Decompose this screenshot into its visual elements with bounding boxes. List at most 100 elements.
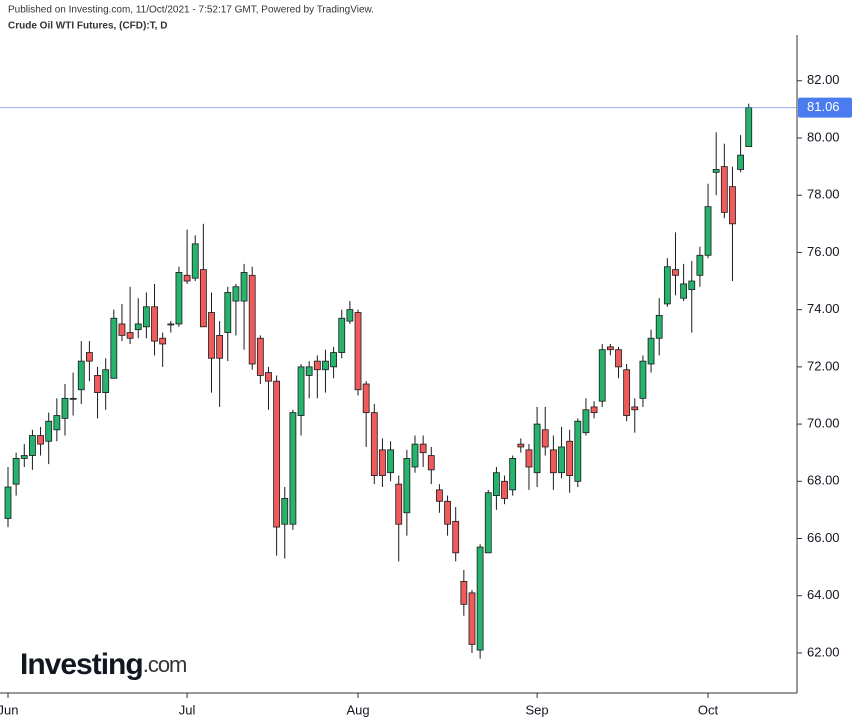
x-tick-label: Aug [346, 702, 369, 717]
candle-body [29, 435, 36, 456]
candle-body [232, 286, 240, 302]
candle-body [61, 397, 69, 419]
x-tick-label: Sep [526, 702, 549, 717]
x-tick-label: Jun [0, 702, 18, 717]
brand-logo: Investing.com [20, 648, 186, 681]
candle-body [313, 360, 321, 371]
candle-body [216, 334, 224, 359]
candle-body [720, 166, 728, 213]
candle-body [273, 380, 281, 528]
candle-body [680, 283, 688, 299]
candle-body [403, 458, 411, 514]
candle-body [623, 369, 631, 416]
candle-body [558, 446, 565, 474]
candle-body [460, 581, 468, 605]
candle-body [370, 412, 378, 476]
candle-body [411, 443, 419, 468]
candle-body [688, 280, 696, 291]
candle-body [297, 366, 305, 416]
candle-body [663, 266, 671, 305]
chart-title: Crude Oil WTI Futures, (CFD):T, D [8, 21, 167, 32]
candle-body [338, 317, 346, 353]
candle-body [729, 186, 736, 225]
y-tick-label: 72.00 [807, 358, 840, 373]
brand: Investing [20, 648, 143, 681]
candle-body [45, 420, 53, 442]
candle-body [86, 352, 93, 362]
y-tick-label: 64.00 [807, 587, 840, 602]
candle-body [647, 337, 655, 365]
candle-body [525, 449, 533, 468]
candle-body [631, 406, 639, 411]
candle-body [672, 269, 679, 276]
candle-body [4, 486, 12, 519]
candle-body [118, 323, 126, 336]
candle-body [199, 269, 207, 328]
candle-body [476, 546, 484, 651]
y-tick-label: 74.00 [807, 301, 840, 316]
candle-body [281, 498, 289, 525]
candle-body [20, 455, 28, 459]
candle-body [712, 169, 720, 173]
candle-body [94, 375, 101, 394]
candle-body [12, 458, 20, 485]
candle-body [167, 323, 175, 326]
candle-body [484, 492, 492, 554]
candle-body [69, 397, 77, 400]
candle-body [289, 412, 297, 525]
candle-body [419, 443, 427, 454]
candle-body [208, 312, 215, 359]
candle-body [639, 360, 647, 399]
candle-body [615, 349, 622, 368]
candle-body [549, 449, 557, 474]
candle-body [501, 480, 508, 499]
candle-body [745, 107, 753, 147]
candle-body [151, 306, 158, 342]
candle-body [240, 272, 248, 302]
candle-body [183, 274, 191, 282]
candle-body [436, 489, 443, 502]
candle-body [704, 206, 712, 256]
candle-body [574, 420, 582, 482]
candle-body [444, 500, 451, 525]
candle-body [362, 383, 370, 414]
candle-body [452, 520, 460, 554]
candle-body [655, 314, 663, 339]
candle-body [582, 409, 590, 434]
candle-body [541, 429, 549, 448]
candle-body [566, 440, 574, 476]
candle-body [330, 352, 338, 368]
brand-suffix: .com [143, 652, 187, 677]
candle-body [224, 292, 232, 333]
candle-body [379, 449, 386, 476]
candle-body [590, 406, 598, 414]
price-label-box [798, 97, 852, 118]
x-tick-label: Jul [179, 702, 196, 717]
candle-body [126, 332, 134, 339]
candle-body [110, 317, 118, 379]
candle-body [77, 360, 85, 391]
candle-body [322, 360, 329, 371]
y-tick-label: 62.00 [807, 644, 840, 659]
candle-body [737, 154, 744, 170]
candle-body [191, 243, 199, 279]
x-tick-label: Oct [698, 702, 719, 717]
y-tick-label: 80.00 [807, 129, 840, 144]
candle-body [346, 309, 354, 322]
y-tick-label: 82.00 [807, 72, 840, 87]
candle-body [606, 346, 614, 351]
candle-body [265, 372, 272, 382]
candle-body [492, 472, 500, 497]
candle-body [427, 455, 435, 471]
candle-body [395, 483, 403, 525]
candle-body [37, 435, 44, 445]
candle-body [175, 272, 183, 325]
published-note: Published on Investing.com, 11/Oct/2021 … [8, 5, 374, 16]
y-tick-label: 78.00 [807, 187, 840, 202]
candle-body [598, 349, 606, 402]
candle-body [517, 443, 525, 448]
candle-body [53, 415, 61, 431]
candle-body [509, 458, 517, 491]
candle-body [134, 323, 142, 331]
candle-body [387, 449, 394, 474]
